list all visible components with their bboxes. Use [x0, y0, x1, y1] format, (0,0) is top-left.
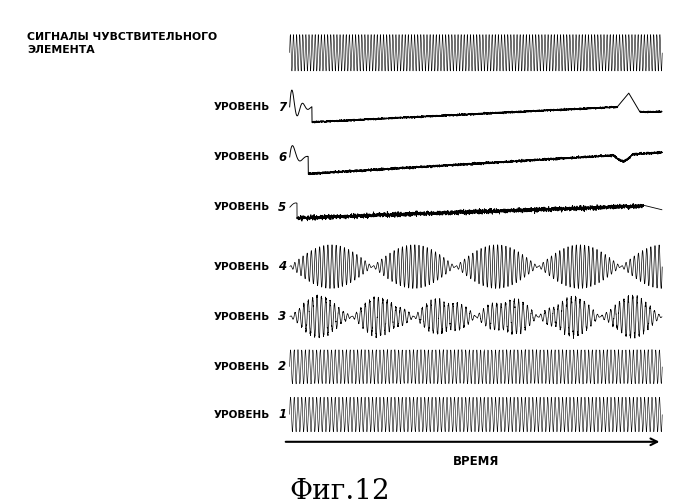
Text: УРОВЕНЬ: УРОВЕНЬ — [213, 410, 270, 420]
Text: 7: 7 — [278, 101, 287, 114]
Text: 2: 2 — [278, 360, 287, 373]
Text: Фиг.12: Фиг.12 — [289, 478, 390, 500]
Text: УРОВЕНЬ: УРОВЕНЬ — [213, 262, 270, 272]
Text: 3: 3 — [278, 310, 287, 323]
Text: 4: 4 — [278, 260, 287, 273]
Text: 1: 1 — [278, 408, 287, 421]
Text: 5: 5 — [278, 201, 287, 214]
Text: СИГНАЛЫ ЧУВСТВИТЕЛЬНОГО
ЭЛЕМЕНТА: СИГНАЛЫ ЧУВСТВИТЕЛЬНОГО ЭЛЕМЕНТА — [26, 32, 217, 54]
Text: ВРЕМЯ: ВРЕМЯ — [453, 454, 499, 468]
Text: 6: 6 — [278, 151, 287, 164]
Text: УРОВЕНЬ: УРОВЕНЬ — [213, 362, 270, 372]
Text: УРОВЕНЬ: УРОВЕНЬ — [213, 152, 270, 162]
Text: УРОВЕНЬ: УРОВЕНЬ — [213, 102, 270, 113]
Text: УРОВЕНЬ: УРОВЕНЬ — [213, 202, 270, 212]
Text: УРОВЕНЬ: УРОВЕНЬ — [213, 312, 270, 322]
